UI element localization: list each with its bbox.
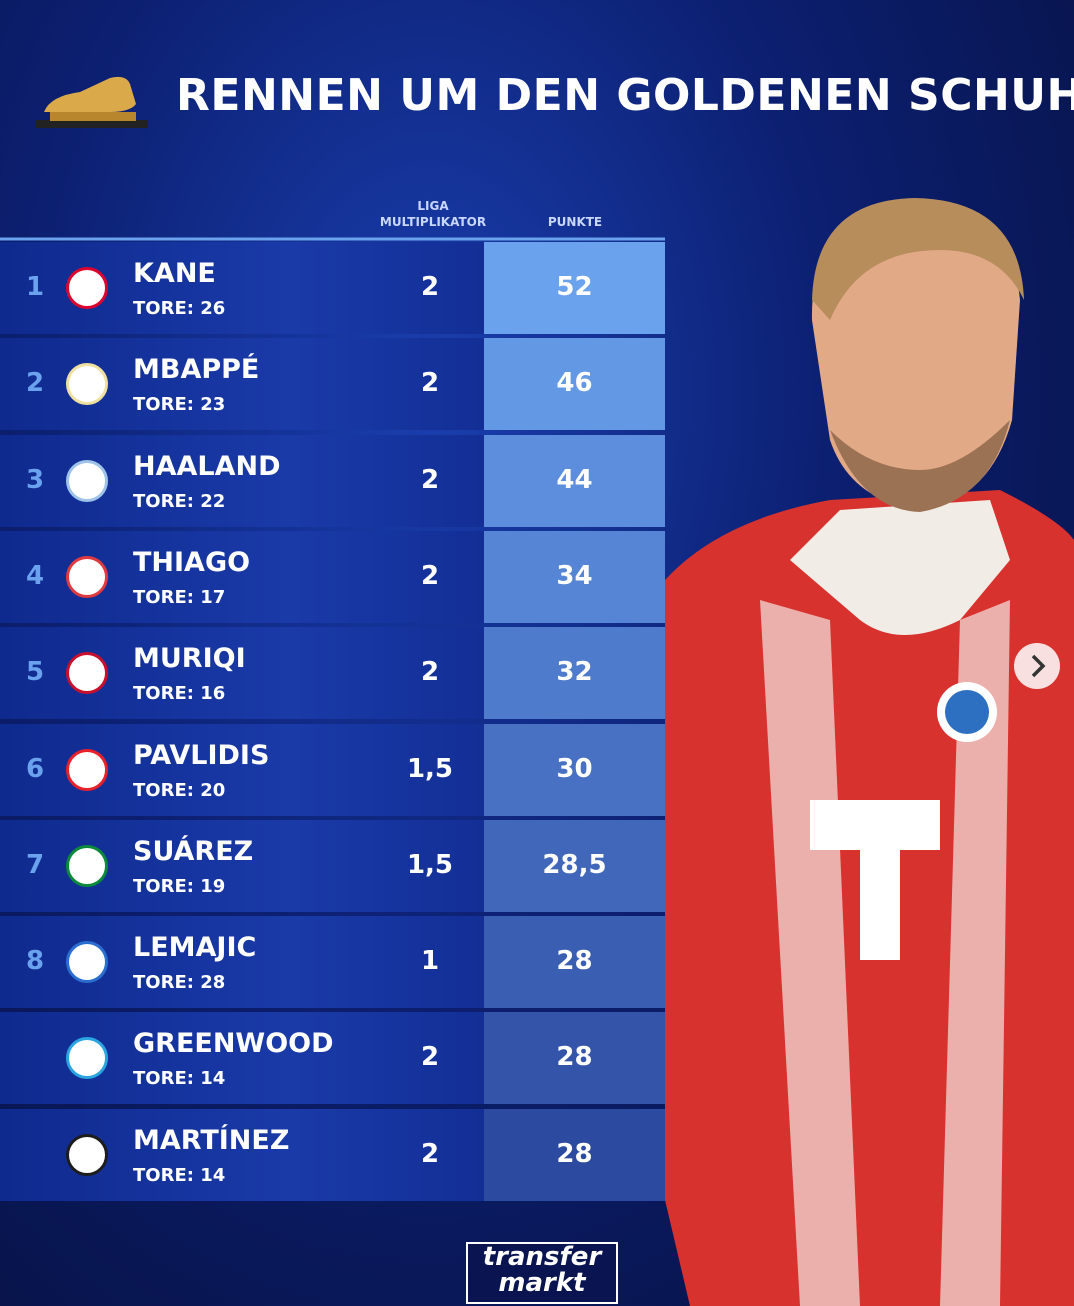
multiplier: 1 — [420, 946, 440, 977]
points-cell: 28,5 — [484, 819, 665, 912]
rank: 5 — [25, 657, 45, 688]
player-photo — [665, 198, 1074, 1306]
points: 30 — [556, 753, 593, 784]
table-row: 28 8 LEMAJIC TORE: 28 1 — [0, 916, 665, 1009]
points: 28 — [556, 1138, 593, 1169]
goals: TORE: 23 — [133, 394, 226, 416]
club-badge — [66, 1037, 108, 1080]
multiplier: 2 — [420, 272, 440, 302]
points: 32 — [556, 657, 593, 688]
points-cell: 32 — [484, 627, 665, 720]
rank: 6 — [25, 753, 45, 784]
club-badge — [66, 1133, 108, 1176]
points: 28,5 — [542, 849, 607, 880]
multiplier: 2 — [420, 1042, 440, 1073]
multiplier: 2 — [420, 560, 440, 591]
club-badge — [66, 844, 108, 887]
club-badge — [66, 555, 108, 598]
points-cell: 46 — [484, 338, 665, 431]
table-row: 34 4 THIAGO TORE: 17 2 — [0, 530, 665, 623]
logo-line: markt — [498, 1268, 586, 1298]
points: 28 — [556, 946, 593, 977]
table-row: 52 1 KANE TORE: 26 2 — [0, 242, 665, 334]
club-badge — [66, 941, 108, 984]
goals: TORE: 20 — [133, 779, 226, 801]
multiplier: 1,5 — [406, 849, 454, 880]
points: 34 — [556, 560, 593, 591]
column-header: LIGA MULTIPLIKATOR — [379, 199, 487, 229]
club-badge — [66, 267, 108, 309]
table-row: 44 3 HAALAND TORE: 22 2 — [0, 434, 665, 527]
multiplier: 2 — [420, 657, 440, 688]
multiplier: 2 — [420, 368, 440, 399]
points: 52 — [556, 272, 593, 302]
goals: TORE: 28 — [133, 972, 226, 994]
points: 28 — [556, 1042, 593, 1073]
goals: TORE: 17 — [133, 586, 226, 608]
goals: TORE: 14 — [133, 1164, 226, 1186]
goals: TORE: 16 — [133, 683, 226, 705]
goals: TORE: 22 — [133, 490, 226, 512]
multiplier: 2 — [420, 1138, 440, 1169]
table-row: 28,5 7 SUÁREZ TORE: 19 1,5 — [0, 819, 665, 912]
rank: 2 — [25, 368, 45, 399]
points-cell: 34 — [484, 530, 665, 623]
points-cell: 52 — [484, 242, 665, 334]
player-name: HAALAND — [133, 450, 281, 482]
club-badge — [66, 459, 108, 502]
player-name: THIAGO — [133, 546, 251, 578]
player-name: MARTÍNEZ — [133, 1124, 290, 1156]
player-name: KANE — [133, 258, 216, 289]
goals: TORE: 26 — [133, 298, 226, 319]
points-cell: 28 — [484, 916, 665, 1009]
player-name: PAVLIDIS — [133, 739, 270, 771]
multiplier: 2 — [420, 464, 440, 495]
rank: 7 — [25, 849, 45, 880]
player-name: LEMAJIC — [133, 932, 257, 964]
player-name: MURIQI — [133, 643, 246, 675]
table-row: 28 GREENWOOD TORE: 14 2 — [0, 1012, 665, 1105]
points: 44 — [556, 464, 593, 495]
next-button[interactable] — [1012, 642, 1062, 692]
points-cell: 28 — [484, 1012, 665, 1105]
club-badge — [66, 363, 108, 406]
rank: 8 — [25, 946, 45, 977]
player-name: MBAPPÉ — [133, 354, 260, 386]
title: RENNEN UM DEN GOLDENEN SCHUH — [176, 70, 1074, 121]
player-name: GREENWOOD — [133, 1028, 334, 1060]
club-badge — [66, 748, 108, 791]
goals: TORE: 19 — [133, 875, 226, 897]
rank: 4 — [25, 560, 45, 591]
table-row: 28 MARTÍNEZ TORE: 14 2 — [0, 1108, 665, 1201]
points: 46 — [556, 368, 593, 399]
column-header: PUNKTE — [547, 215, 603, 229]
transfermarkt-logo: transfer markt — [466, 1242, 618, 1304]
points-cell: 28 — [484, 1108, 665, 1201]
club-badge — [66, 652, 108, 695]
rank: 1 — [25, 272, 45, 302]
golden-boot — [36, 76, 148, 128]
table-row: 46 2 MBAPPÉ TORE: 23 2 — [0, 338, 665, 431]
table-row: 30 6 PAVLIDIS TORE: 20 1,5 — [0, 723, 665, 816]
points-cell: 30 — [484, 723, 665, 816]
points-cell: 44 — [484, 434, 665, 527]
multiplier: 1,5 — [406, 753, 454, 784]
table-row: 32 5 MURIQI TORE: 16 2 — [0, 627, 665, 720]
player-name: SUÁREZ — [133, 835, 254, 867]
logo-line: transfer — [482, 1242, 602, 1272]
rank: 3 — [25, 464, 45, 495]
goals: TORE: 14 — [133, 1068, 226, 1090]
